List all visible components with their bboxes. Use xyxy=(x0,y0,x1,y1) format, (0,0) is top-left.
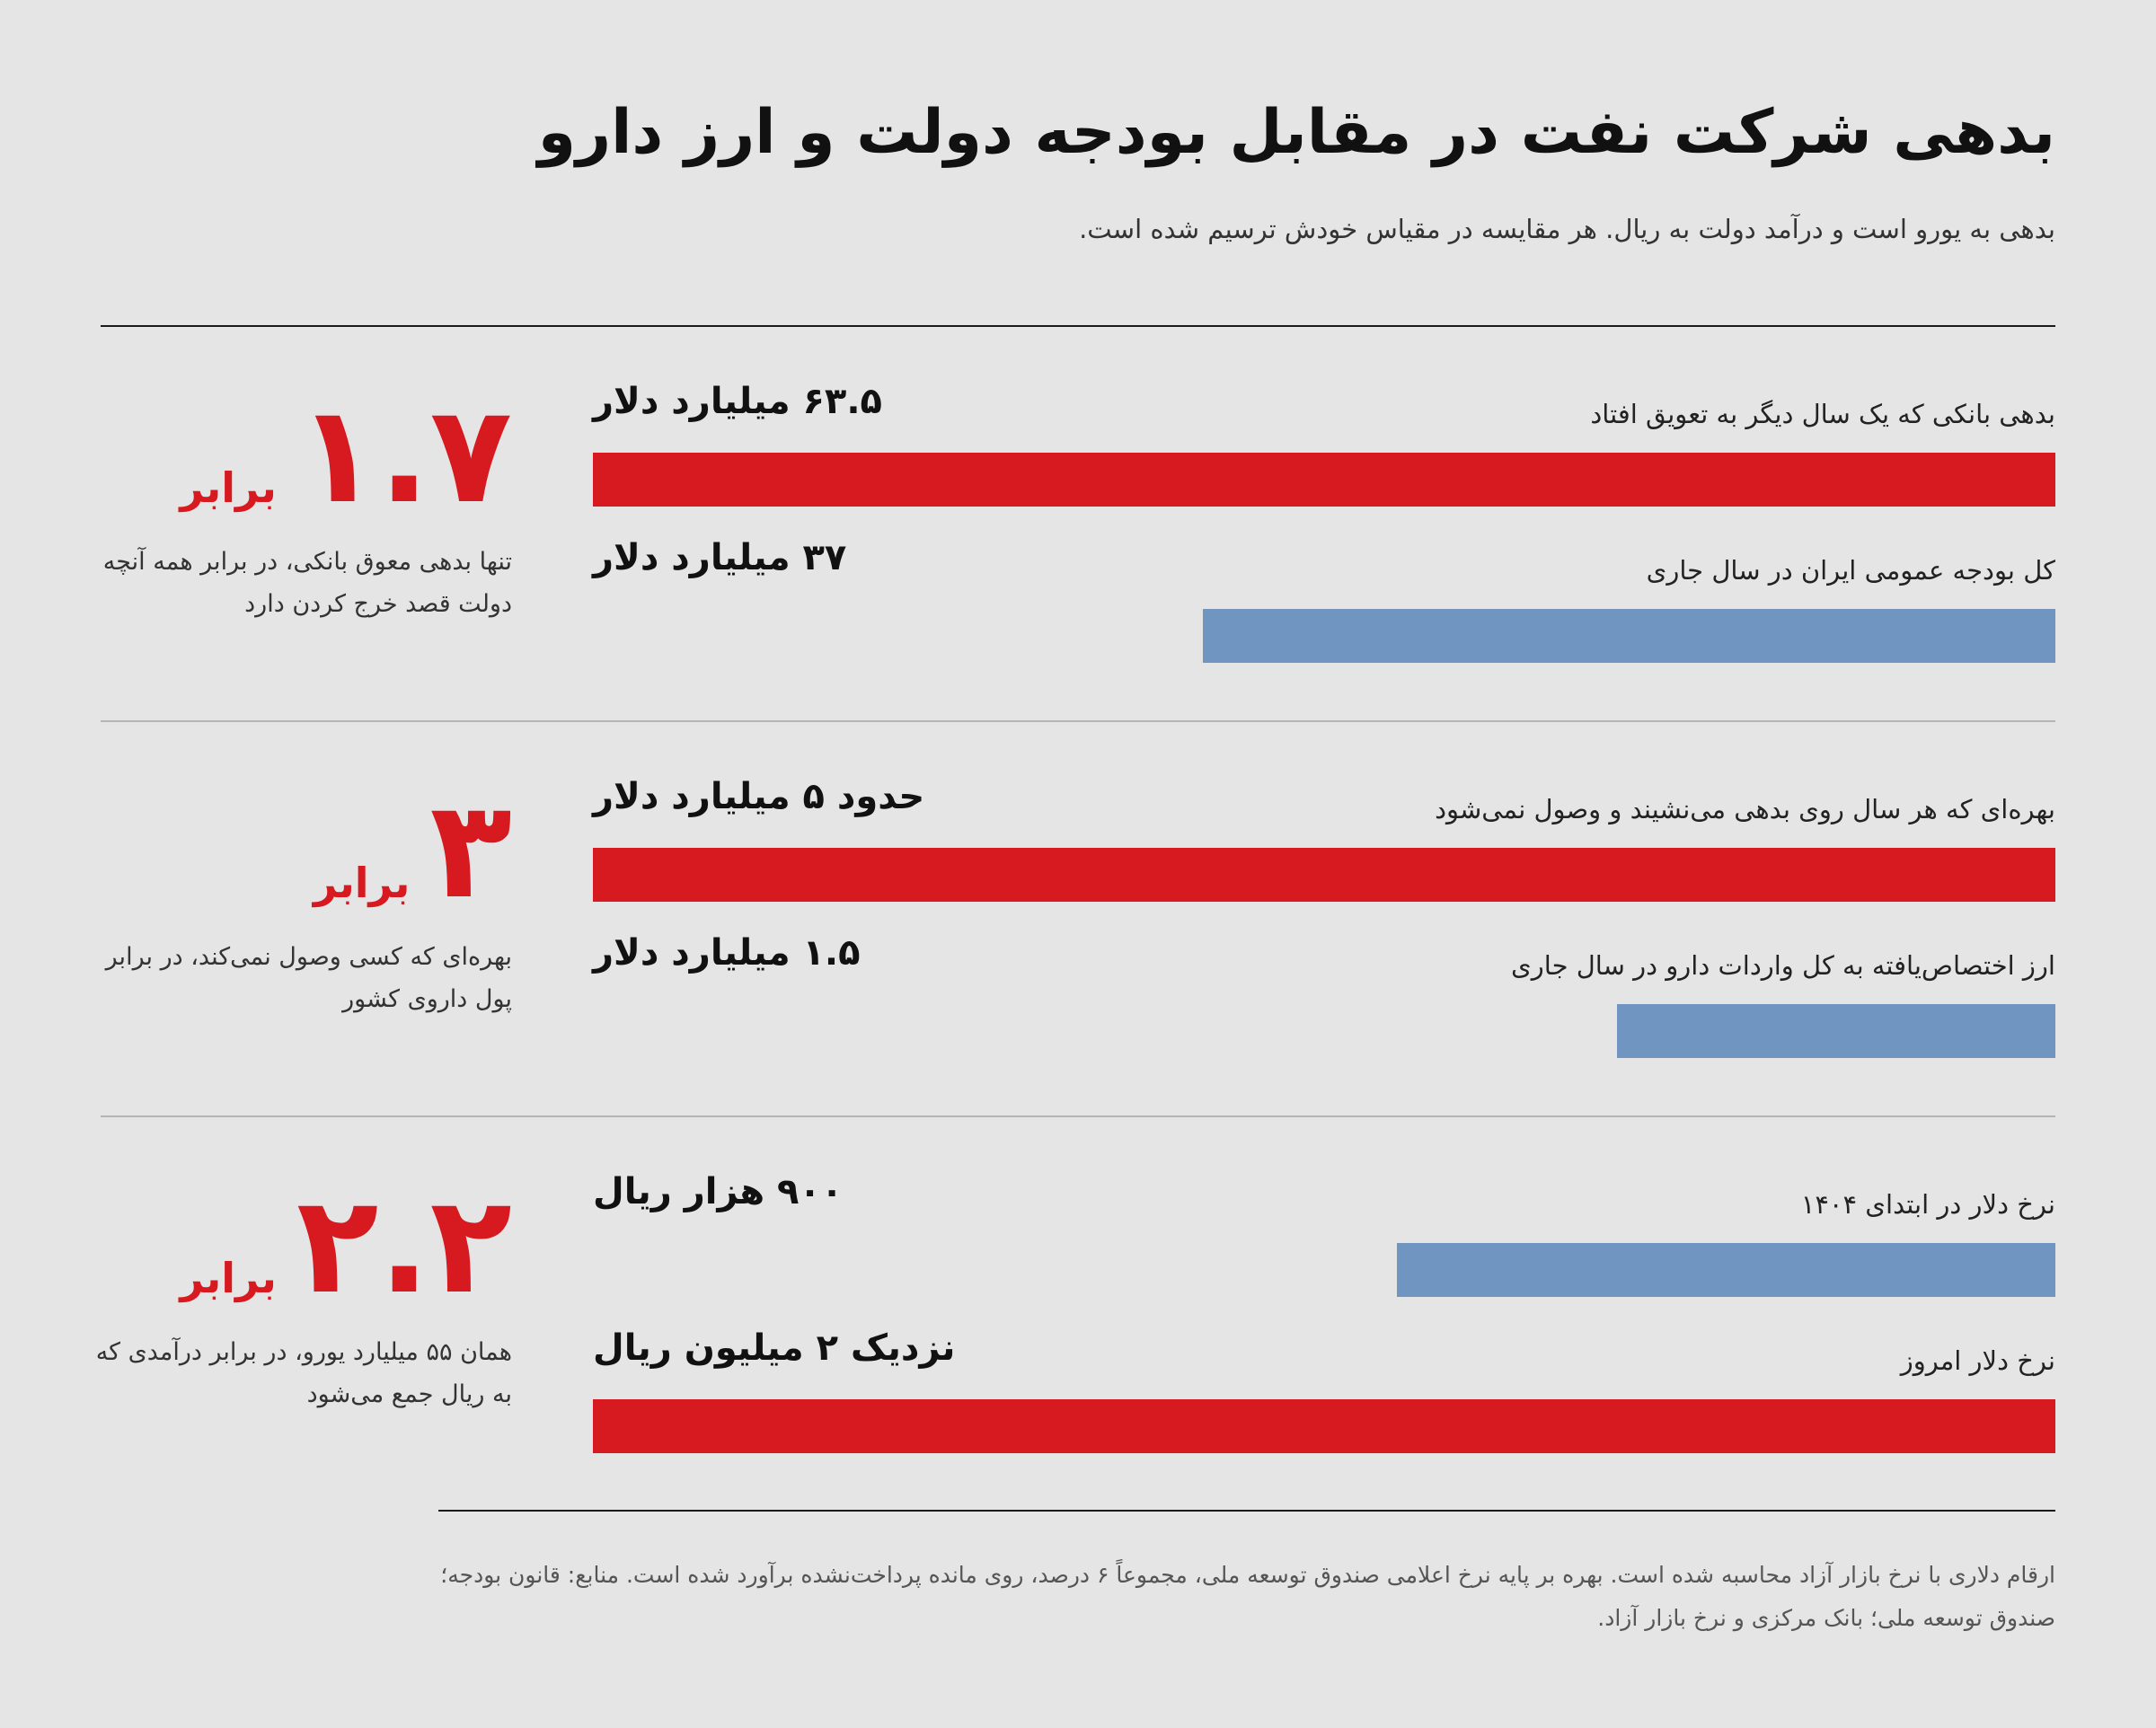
ratio-block: ۲.۲ برابر همان ۵۵ میلیارد یورو، در برابر… xyxy=(90,1151,512,1475)
bar-value-label: حدود ۵ میلیارد دلار xyxy=(593,776,925,817)
bar-value-label: ۹۰۰ هزار ریال xyxy=(593,1171,844,1212)
section-divider xyxy=(101,720,2055,722)
ratio-line: ۳ برابر xyxy=(314,756,512,918)
ratio-unit: برابر xyxy=(180,463,277,512)
ratio-block: ۱.۷ برابر تنها بدهی معوق بانکی، در برابر… xyxy=(90,361,512,684)
footnote: ارقام دلاری با نرخ بازار آزاد محاسبه شده… xyxy=(440,1562,2055,1631)
ratio-line: ۱.۷ برابر xyxy=(180,361,512,523)
bar-label: بدهی بانکی که یک سال دیگر به تعویق افتاد xyxy=(1590,399,2055,429)
comparison-section: ۲.۲ برابر همان ۵۵ میلیارد یورو، در برابر… xyxy=(0,1115,2156,1511)
comparison-section: ۳ برابر بهره‌ای که کسی وصول نمی‌کند، در … xyxy=(0,720,2156,1115)
bar-row: ارز اختصاص‌یافته به کل واردات دارو در سا… xyxy=(593,932,2055,1085)
bar-label: کل بودجه عمومی ایران در سال جاری xyxy=(1646,555,2055,586)
bar xyxy=(1617,1004,2055,1058)
bar-value-label: نزدیک ۲ میلیون ریال xyxy=(593,1327,956,1369)
header-divider xyxy=(101,325,2055,327)
ratio-number: ۲.۲ xyxy=(296,1168,512,1324)
chart-subtitle: بدهی به یورو است و درآمد دولت به ریال. ه… xyxy=(1079,214,2055,244)
ratio-number: ۱.۷ xyxy=(296,377,512,533)
bar xyxy=(1203,609,2055,663)
section-divider xyxy=(101,1115,2055,1117)
comparison-section: ۱.۷ برابر تنها بدهی معوق بانکی، در برابر… xyxy=(0,325,2156,720)
bar-label: ارز اختصاص‌یافته به کل واردات دارو در سا… xyxy=(1511,950,2055,981)
ratio-note: همان ۵۵ میلیارد یورو، در برابر درآمدی که… xyxy=(95,1338,512,1409)
ratio-block: ۳ برابر بهره‌ای که کسی وصول نمی‌کند، در … xyxy=(90,756,512,1080)
ratio-unit: برابر xyxy=(180,1254,277,1302)
bar xyxy=(1397,1243,2055,1297)
bar-row: بدهی بانکی که یک سال دیگر به تعویق افتاد… xyxy=(593,381,2055,533)
bar-row: نرخ دلار در ابتدای ۱۴۰۴ ۹۰۰ هزار ریال xyxy=(593,1171,2055,1324)
bar-row: کل بودجه عمومی ایران در سال جاری ۳۷ میلی… xyxy=(593,537,2055,690)
ratio-note: بهره‌ای که کسی وصول نمی‌کند، در برابر پو… xyxy=(105,943,512,1014)
bar-value-label: ۱.۵ میلیارد دلار xyxy=(593,932,861,974)
bar-row: نرخ دلار امروز نزدیک ۲ میلیون ریال xyxy=(593,1327,2055,1480)
bar xyxy=(593,453,2055,507)
ratio-unit: برابر xyxy=(313,859,411,907)
bar-label: نرخ دلار در ابتدای ۱۴۰۴ xyxy=(1800,1189,2055,1220)
bar xyxy=(593,1399,2055,1453)
bar-label: بهره‌ای که هر سال روی بدهی می‌نشیند و وص… xyxy=(1435,794,2055,824)
ratio-note: تنها بدهی معوق بانکی، در برابر همه آنچه … xyxy=(102,548,512,619)
bar xyxy=(593,848,2055,902)
chart-title: بدهی شرکت نفت در مقابل بودجه دولت و ارز … xyxy=(537,97,2055,168)
bar-value-label: ۶۳.۵ میلیارد دلار xyxy=(593,381,882,422)
ratio-number: ۳ xyxy=(429,772,512,929)
bar-value-label: ۳۷ میلیارد دلار xyxy=(593,537,847,578)
footer-divider xyxy=(438,1510,2055,1512)
bar-label: نرخ دلار امروز xyxy=(1900,1345,2055,1376)
bar-row: بهره‌ای که هر سال روی بدهی می‌نشیند و وص… xyxy=(593,776,2055,929)
ratio-line: ۲.۲ برابر xyxy=(180,1151,512,1313)
